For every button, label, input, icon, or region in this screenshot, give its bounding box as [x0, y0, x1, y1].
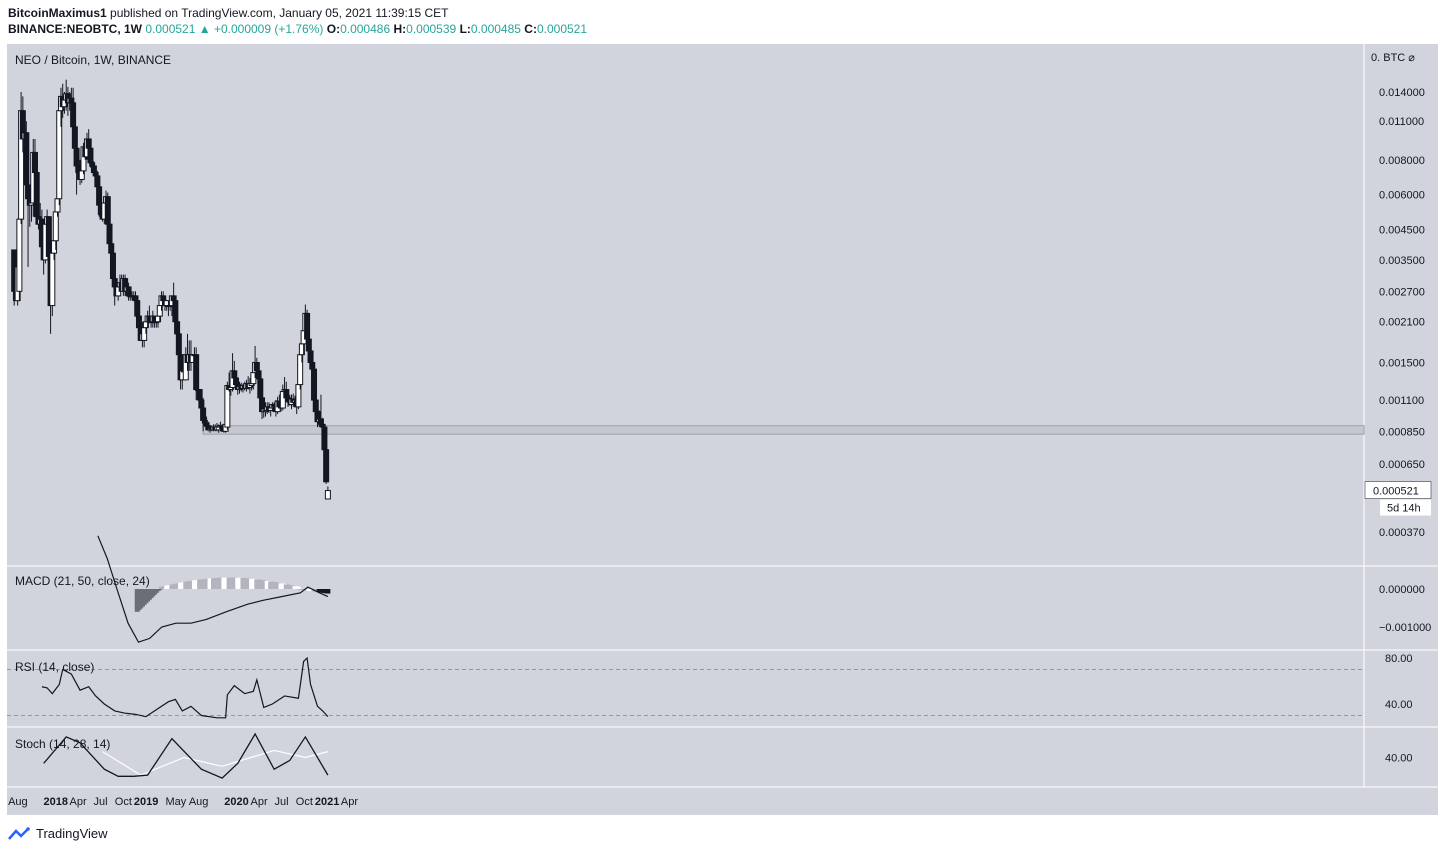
time-axis-tick: Apr — [341, 796, 358, 808]
price-axis-tick: 0.001500 — [1379, 357, 1425, 369]
macd-title: MACD (21, 50, close, 24) — [15, 574, 150, 588]
high-label: H: — [393, 22, 407, 36]
macd-axis-tick: −0.001000 — [1379, 622, 1431, 634]
symbol-label: BINANCE:NEOBTC, 1W — [8, 22, 142, 36]
countdown-tag — [1380, 499, 1431, 516]
last-price-tag-text: 0.000521 — [1373, 486, 1419, 498]
time-axis-tick: 2021 — [315, 796, 339, 808]
publish-info: BitcoinMaximus1 published on TradingView… — [8, 6, 448, 20]
candle-down — [321, 426, 328, 451]
macd-line — [97, 535, 329, 643]
ohlc-header: BINANCE:NEOBTC, 1W 0.000521 ▲ +0.000009 … — [8, 22, 587, 36]
macd-axis-tick: 0.000000 — [1379, 584, 1425, 596]
macd-histogram-bar — [155, 589, 161, 592]
price-change: ▲ +0.000009 (+1.76%) — [198, 22, 324, 36]
candle-down — [33, 172, 40, 218]
time-axis-tick: May — [165, 796, 186, 808]
chart-frame[interactable]: 0. BTC ⌀ 0.014000 0.011000 0.008000 0.006000… — [7, 44, 1438, 815]
price-axis-unit: 0. BTC ⌀ — [1371, 52, 1415, 64]
price-axis-tick: 0.002700 — [1379, 286, 1425, 298]
macd-histogram-bar — [295, 586, 301, 589]
footer: TradingView — [8, 826, 108, 841]
price-axis-tick: 0.006000 — [1379, 190, 1425, 202]
publisher-name[interactable]: BitcoinMaximus1 — [8, 6, 107, 20]
price-axis-tick: 0.011000 — [1379, 116, 1424, 128]
price-axis-tick: 0.003500 — [1379, 255, 1425, 267]
candle-down — [323, 449, 330, 483]
chart-svg[interactable]: 0. BTC ⌀ 0.014000 0.011000 0.008000 0.006000… — [7, 44, 1438, 815]
open-value: 0.000486 — [340, 22, 391, 36]
time-axis-tick: Jul — [275, 796, 289, 808]
candle-up — [324, 490, 331, 500]
rsi-line — [41, 656, 329, 719]
time-axis-tick: Apr — [69, 796, 86, 808]
price-axis-tick: 0.002100 — [1379, 317, 1425, 329]
time-axis-tick: 2018 — [44, 796, 68, 808]
time-axis-tick: 2020 — [224, 796, 248, 808]
time-axis-tick: Jul — [94, 796, 108, 808]
high-value: 0.000539 — [406, 22, 457, 36]
price-axis-tick: 0.000370 — [1379, 527, 1425, 539]
rsi-axis-tick: 80.00 — [1385, 653, 1413, 665]
countdown-tag-text: 5d 14h — [1387, 503, 1421, 515]
open-label: O: — [326, 22, 341, 36]
close-value: 0.000521 — [536, 22, 588, 36]
footer-brand[interactable]: TradingView — [36, 826, 108, 841]
price-axis-tick: 0.000650 — [1379, 459, 1425, 471]
close-label: C: — [524, 22, 537, 36]
price-axis-background — [1364, 44, 1438, 815]
candle-up — [16, 218, 23, 292]
macd-histogram-bar — [157, 589, 163, 590]
support-zone — [202, 425, 1365, 435]
rsi-axis-tick: 40.00 — [1385, 699, 1413, 711]
stoch-k-line — [43, 732, 329, 779]
last-price: 0.000521 — [145, 22, 196, 36]
chart-title: NEO / Bitcoin, 1W, BINANCE — [15, 53, 171, 67]
time-axis-tick: Aug — [189, 796, 209, 808]
candle-up — [224, 385, 231, 428]
candle-down — [31, 151, 38, 174]
candle-up — [49, 252, 56, 307]
price-axis-tick: 0.014000 — [1379, 87, 1425, 99]
time-axis-tick: Oct — [115, 796, 132, 808]
time-axis-tick: Oct — [296, 796, 313, 808]
stoch-axis-tick: 40.00 — [1385, 753, 1413, 765]
time-axis-tick: 2019 — [134, 796, 158, 808]
price-axis-tick: 0.000850 — [1379, 426, 1425, 438]
time-axis-tick: Aug — [8, 796, 28, 808]
published-text: published on TradingView.com, January 05… — [106, 6, 449, 20]
stoch-title: Stoch (14, 28, 14) — [15, 737, 110, 751]
price-axis-tick: 0.008000 — [1379, 155, 1425, 167]
rsi-title: RSI (14, close) — [15, 660, 94, 674]
price-axis-tick: 0.001100 — [1379, 395, 1424, 407]
time-axis-tick: Apr — [250, 796, 267, 808]
macd-histogram-bar — [325, 589, 331, 594]
tradingview-logo-icon — [8, 826, 30, 840]
price-axis-tick: 0.004500 — [1379, 224, 1425, 236]
low-label: L: — [459, 22, 471, 36]
low-value: 0.000485 — [470, 22, 521, 36]
last-price-tag — [1364, 481, 1432, 499]
